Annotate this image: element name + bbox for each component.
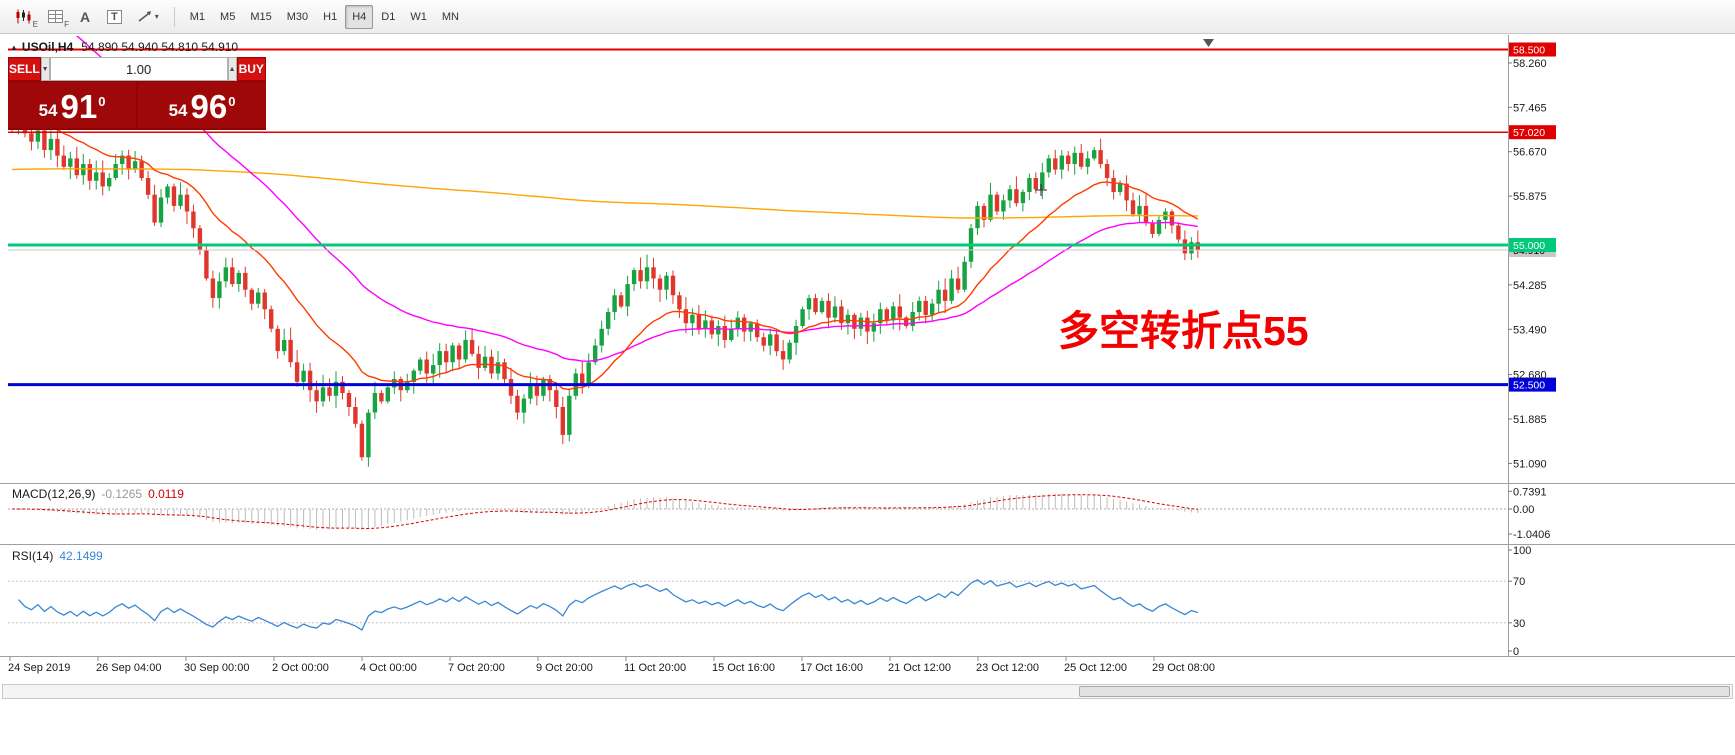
svg-text:17 Oct 16:00: 17 Oct 16:00	[800, 662, 863, 674]
volume-up-stepper[interactable]: ▲	[227, 57, 237, 81]
svg-text:30 Sep 00:00: 30 Sep 00:00	[184, 662, 249, 674]
sell-price-big: 91	[60, 88, 98, 125]
macd-signal-value: 0.0119	[148, 487, 184, 501]
medium-ma-line	[76, 36, 1198, 362]
svg-text:11 Oct 20:00: 11 Oct 20:00	[624, 662, 686, 674]
volume-input[interactable]	[49, 57, 228, 81]
svg-text:58.500: 58.500	[1513, 45, 1545, 57]
svg-text:70: 70	[1513, 576, 1525, 588]
buy-price-sup: 0	[228, 94, 236, 109]
timeframe-button-m1[interactable]: M1	[189, 10, 206, 23]
slow-ma-line	[11, 168, 1198, 219]
font-icon[interactable]: A	[79, 8, 91, 25]
scrollbar-thumb[interactable]	[1079, 686, 1730, 697]
macd-panel	[8, 493, 1508, 530]
symbol-name: USOil,H4	[21, 40, 74, 54]
fast-ma-line	[12, 116, 1199, 391]
svg-text:57.465: 57.465	[1513, 102, 1547, 114]
svg-text:55.875: 55.875	[1513, 191, 1547, 203]
rsi-name: RSI(14)	[12, 549, 54, 563]
svg-text:15 Oct 16:00: 15 Oct 16:00	[712, 662, 775, 674]
svg-text:51.090: 51.090	[1513, 458, 1547, 470]
macd-label: MACD(12,26,9) -0.1265 0.0119	[12, 487, 184, 501]
timeframe-button-m5[interactable]: M5	[220, 10, 236, 23]
chart-shift-marker-icon[interactable]	[1203, 39, 1214, 47]
timeframe-button-w1[interactable]: W1	[410, 10, 427, 23]
svg-text:7 Oct 20:00: 7 Oct 20:00	[448, 662, 505, 674]
toolbar: E F A T ▾ M1 M5 M15 M30 H1 H4 D1 W1 MN	[0, 0, 1735, 34]
grid-icon[interactable]: F	[41, 5, 70, 29]
macd-signal-line	[12, 494, 1198, 530]
svg-text:23 Oct 12:00: 23 Oct 12:00	[976, 662, 1039, 674]
svg-text:4 Oct 00:00: 4 Oct 00:00	[360, 662, 417, 674]
level-price-label	[1509, 42, 1556, 57]
sell-button[interactable]: SELL	[8, 57, 41, 81]
price-axis: 58.260 57.465 56.670 55.875 54.285 53.490 52.6…	[1508, 58, 1547, 470]
svg-text:52.680: 52.680	[1513, 370, 1547, 382]
svg-text:54.285: 54.285	[1513, 280, 1547, 292]
crosshair-cursor	[1035, 184, 1047, 196]
sell-price-display[interactable]: 54 91 0	[8, 82, 136, 128]
level-price-label	[1509, 377, 1556, 392]
buy-price-big: 96	[190, 88, 228, 125]
svg-text:55.000: 55.000	[1513, 240, 1545, 252]
svg-text:21 Oct 12:00: 21 Oct 12:00	[888, 662, 951, 674]
svg-text:-1.0406: -1.0406	[1513, 529, 1550, 541]
svg-text:58.260: 58.260	[1513, 58, 1547, 70]
trendline-tool-icon[interactable]: ▾	[131, 5, 166, 29]
svg-text:25 Oct 12:00: 25 Oct 12:00	[1064, 662, 1127, 674]
svg-text:51.885: 51.885	[1513, 414, 1547, 426]
level-price-label	[1509, 125, 1556, 140]
candlestick-chart-icon[interactable]: E	[8, 5, 39, 29]
timeframe-group: M1 M5 M15 M30 H1 H4 D1 W1 MN	[183, 4, 466, 29]
svg-text:2 Oct 00:00: 2 Oct 00:00	[272, 662, 329, 674]
collapse-triangle-icon[interactable]: ▲	[10, 43, 18, 52]
sell-price-sup: 0	[98, 94, 106, 109]
svg-text:0.7391: 0.7391	[1513, 486, 1547, 498]
timeframe-button-m30[interactable]: M30	[286, 10, 309, 23]
svg-text:57.020: 57.020	[1513, 127, 1545, 139]
macd-name: MACD(12,26,9)	[12, 487, 96, 501]
svg-text:30: 30	[1513, 618, 1525, 630]
macd-value: -0.1265	[101, 487, 143, 501]
svg-text:26 Sep 04:00: 26 Sep 04:00	[96, 662, 161, 674]
svg-text:0: 0	[1513, 646, 1519, 658]
timeframe-button-h4[interactable]: H4	[345, 4, 374, 29]
text-box-icon[interactable]: T	[100, 5, 129, 29]
horizontal-scrollbar[interactable]	[2, 684, 1733, 699]
buy-price-display[interactable]: 54 96 0	[138, 82, 266, 128]
svg-text:100: 100	[1513, 545, 1531, 557]
svg-text:9 Oct 20:00: 9 Oct 20:00	[536, 662, 593, 674]
svg-text:56.670: 56.670	[1513, 147, 1547, 159]
candlestick-series	[9, 36, 1200, 467]
toolbar-separator	[173, 6, 175, 27]
buy-button[interactable]: BUY	[236, 57, 266, 81]
svg-text:52.500: 52.500	[1513, 380, 1545, 392]
timeframe-button-d1[interactable]: D1	[381, 10, 396, 23]
time-axis: 24 Sep 2019 26 Sep 04:00 30 Sep 00:00 2 Oct…	[8, 657, 1215, 674]
buy-price-head: 54	[168, 101, 188, 121]
volume-down-stepper[interactable]: ▼	[40, 57, 50, 81]
svg-text:29 Oct 08:00: 29 Oct 08:00	[1152, 662, 1215, 674]
timeframe-button-m15[interactable]: M15	[250, 10, 272, 23]
one-click-trading-panel: SELL ▼ ▲ BUY 54 91 0 54 96 0	[8, 57, 266, 130]
rsi-label: RSI(14) 42.1499	[12, 549, 103, 563]
svg-text:24 Sep 2019: 24 Sep 2019	[8, 662, 70, 674]
timeframe-button-h1[interactable]: H1	[323, 10, 338, 23]
chart-symbol-info: ▲ USOil,H4 54.890 54.940 54.810 54.910	[10, 40, 238, 54]
rsi-panel	[8, 579, 1508, 632]
toolbar-icon-group: E F A T ▾	[8, 5, 166, 29]
ohlc-values: 54.890 54.940 54.810 54.910	[81, 40, 239, 54]
timeframe-button-mn[interactable]: MN	[441, 10, 459, 23]
chart-text-annotation[interactable]: 多空转折点55	[1058, 308, 1309, 354]
sell-price-head: 54	[38, 101, 58, 121]
rsi-value: 42.1499	[59, 549, 103, 563]
svg-text:53.490: 53.490	[1513, 324, 1547, 336]
rsi-line	[18, 579, 1198, 632]
svg-text:0.00: 0.00	[1513, 504, 1534, 516]
level-price-label	[1509, 238, 1556, 252]
